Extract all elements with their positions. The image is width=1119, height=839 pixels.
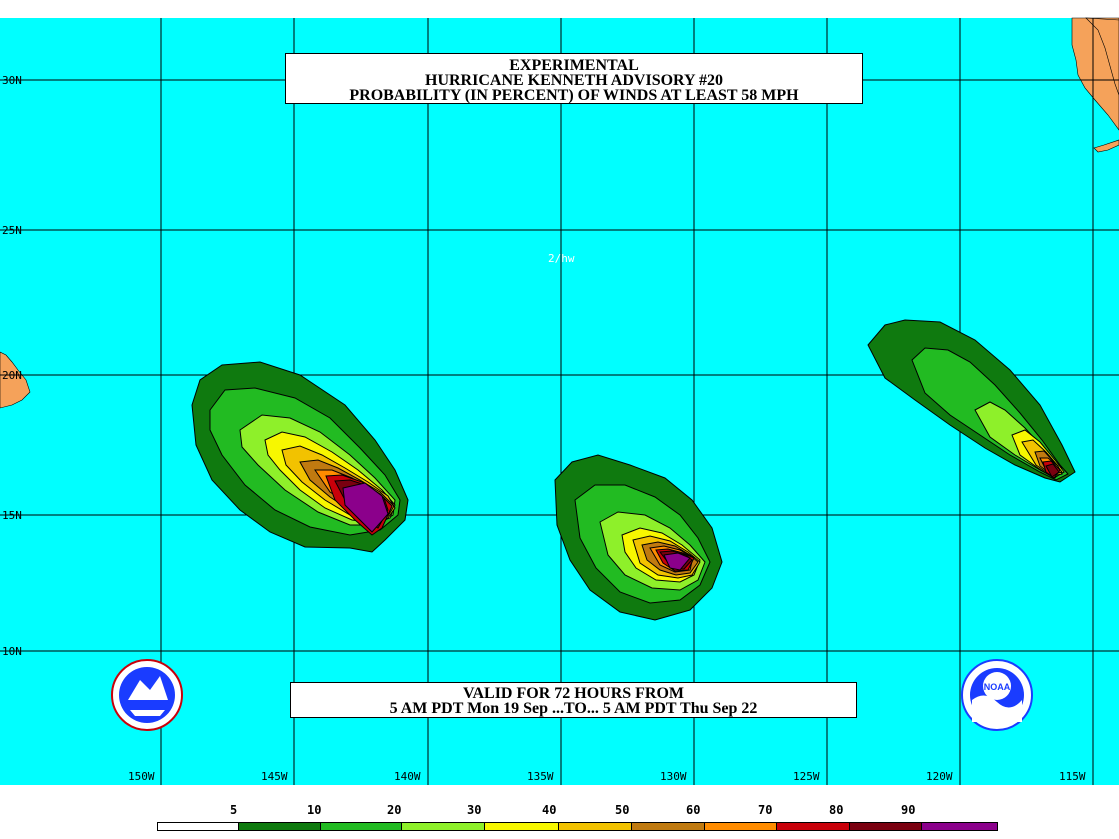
- lon-label-130w: 130W: [660, 770, 687, 783]
- watermark-text: 2/hw: [548, 252, 575, 265]
- legend-color-bar: [157, 822, 998, 831]
- legend-label-60: 60: [686, 803, 701, 817]
- lon-label-125w: 125W: [793, 770, 820, 783]
- legend-swatch-7: [704, 823, 776, 830]
- noaa-logo-icon: [961, 659, 1033, 731]
- lon-label-145w: 145W: [261, 770, 288, 783]
- lon-label-115w: 115W: [1059, 770, 1086, 783]
- legend-swatch-10: [921, 823, 997, 830]
- legend-swatch-2: [320, 823, 401, 830]
- probability-swath-east: [867, 319, 1076, 483]
- valid-line-1: VALID FOR 72 HOURS FROM: [462, 685, 685, 702]
- baja-california: [1085, 17, 1119, 96]
- legend-label-80: 80: [829, 803, 844, 817]
- legend-label-40: 40: [542, 803, 557, 817]
- title-box: EXPERIMENTAL HURRICANE KENNETH ADVISORY …: [285, 53, 863, 104]
- title-line-2: HURRICANE KENNETH ADVISORY #20: [425, 72, 723, 89]
- legend-label-50: 50: [615, 803, 630, 817]
- legend-label-30: 30: [467, 803, 482, 817]
- probability-swath-center: [554, 454, 723, 621]
- legend-label-70: 70: [758, 803, 773, 817]
- title-line-3: PROBABILITY (IN PERCENT) OF WINDS AT LEA…: [349, 87, 799, 104]
- legend-swatch-5: [558, 823, 631, 830]
- lat-label-10n: 10N: [2, 645, 22, 658]
- nws-logo-icon: [111, 659, 183, 731]
- lon-label-140w: 140W: [394, 770, 421, 783]
- valid-line-2: 5 AM PDT Mon 19 Sep ...TO... 5 AM PDT Th…: [389, 700, 758, 717]
- lat-label-25n: 25N: [2, 224, 22, 237]
- lat-label-30n: 30N: [2, 74, 22, 87]
- mexico-coast-south: [1093, 139, 1119, 153]
- hawaii-island: [0, 351, 31, 409]
- legend-swatch-8: [776, 823, 849, 830]
- legend-swatch-9: [849, 823, 921, 830]
- legend-label-5: 5: [230, 803, 238, 817]
- valid-time-box: VALID FOR 72 HOURS FROM 5 AM PDT Mon 19 …: [290, 682, 857, 718]
- legend-label-90: 90: [901, 803, 916, 817]
- legend-swatch-4: [484, 823, 558, 830]
- probability-swath-west: [191, 361, 409, 553]
- legend-label-20: 20: [387, 803, 402, 817]
- lat-label-20n: 20N: [2, 369, 22, 382]
- title-line-1: EXPERIMENTAL: [509, 57, 639, 74]
- legend-label-10: 10: [307, 803, 322, 817]
- legend-swatch-6: [631, 823, 704, 830]
- legend-swatch-0: [158, 823, 238, 830]
- legend-swatch-1: [238, 823, 320, 830]
- lat-label-15n: 15N: [2, 509, 22, 522]
- lon-label-150w: 150W: [128, 770, 155, 783]
- lon-label-135w: 135W: [527, 770, 554, 783]
- legend-swatch-3: [401, 823, 484, 830]
- lon-label-120w: 120W: [926, 770, 953, 783]
- noaa-logo-text: NOAA: [984, 682, 1011, 692]
